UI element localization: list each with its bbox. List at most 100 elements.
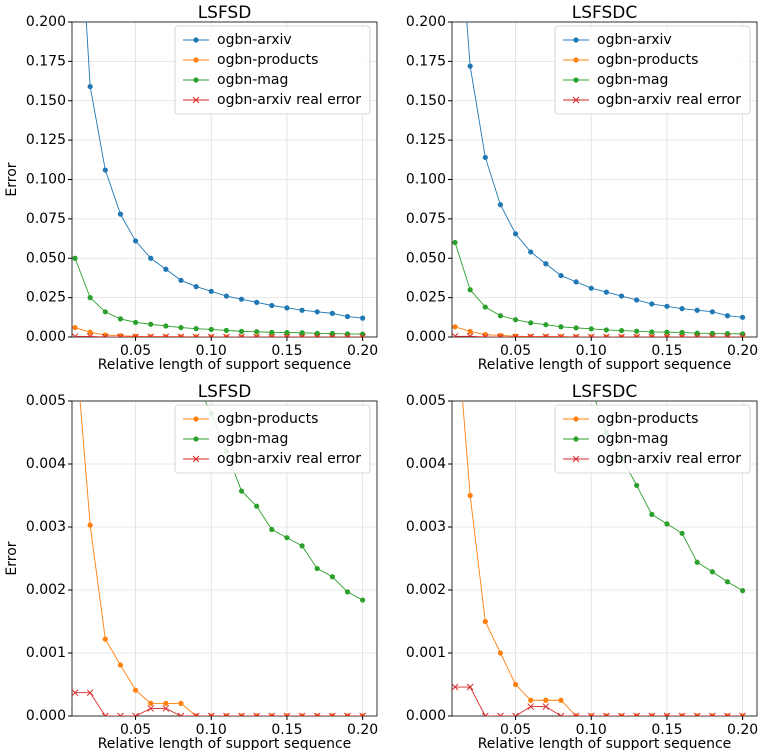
- marker: [558, 697, 564, 703]
- marker: [648, 712, 656, 716]
- y-tick-label: 0.000: [406, 329, 446, 345]
- legend-marker: [573, 436, 579, 442]
- y-tick-label: 0.125: [406, 132, 446, 148]
- legend-label: ogbn-products: [217, 411, 318, 427]
- marker: [649, 511, 655, 517]
- legend-marker: [573, 57, 579, 63]
- marker: [694, 330, 700, 336]
- marker: [482, 618, 488, 625]
- marker: [466, 683, 474, 691]
- marker: [268, 333, 276, 337]
- marker: [709, 309, 715, 315]
- marker: [360, 597, 366, 603]
- legend-marker: [192, 455, 200, 463]
- marker: [238, 712, 245, 716]
- marker: [344, 589, 351, 595]
- marker: [238, 333, 245, 337]
- marker: [467, 328, 473, 335]
- marker: [664, 521, 670, 527]
- marker: [192, 712, 200, 716]
- marker: [649, 301, 655, 307]
- marker: [269, 329, 275, 335]
- x-tick-label: 0.05: [500, 722, 531, 738]
- marker: [572, 712, 580, 716]
- y-tick-label: 0.175: [406, 53, 446, 69]
- y-tick-label: 0.175: [26, 53, 66, 69]
- marker: [268, 712, 276, 716]
- marker: [208, 326, 214, 333]
- legend-label: ogbn-mag: [597, 72, 668, 88]
- y-tick-label: 0.003: [26, 519, 66, 535]
- marker: [663, 333, 671, 337]
- marker: [528, 334, 534, 337]
- marker: [573, 325, 579, 331]
- marker: [162, 333, 170, 337]
- marker: [633, 333, 641, 337]
- marker: [740, 314, 746, 320]
- marker: [344, 712, 351, 716]
- legend-label: ogbn-mag: [597, 431, 668, 447]
- series-line: [462, 401, 743, 716]
- marker: [162, 705, 170, 712]
- marker: [87, 522, 93, 528]
- chart-title: LSFSDC: [572, 382, 638, 402]
- x-tick-label: 0.15: [651, 722, 682, 738]
- x-axis-label: Relative length of support sequence: [478, 357, 732, 373]
- y-tick-label: 0.001: [406, 645, 446, 661]
- marker: [693, 712, 701, 716]
- marker: [329, 330, 335, 337]
- y-tick-label: 0.150: [26, 93, 66, 109]
- marker: [269, 302, 275, 309]
- marker: [148, 321, 154, 327]
- y-tick-label: 0.005: [406, 393, 446, 409]
- marker: [193, 326, 199, 332]
- marker: [618, 712, 625, 716]
- marker: [328, 712, 336, 716]
- marker: [253, 333, 261, 337]
- marker: [497, 712, 504, 716]
- legend-box: [174, 25, 371, 115]
- marker: [724, 331, 731, 337]
- marker: [132, 238, 139, 244]
- legend-label: ogbn-arxiv real error: [217, 451, 361, 467]
- marker: [147, 705, 155, 712]
- y-tick-label: 0.000: [26, 329, 66, 345]
- marker: [117, 662, 124, 668]
- marker: [72, 324, 78, 331]
- marker: [329, 574, 335, 580]
- marker: [193, 284, 199, 290]
- marker: [178, 277, 184, 283]
- marker: [102, 167, 108, 173]
- legend-label: ogbn-products: [597, 52, 698, 68]
- marker: [163, 700, 169, 707]
- legend-box: [174, 404, 371, 474]
- marker: [452, 304, 457, 309]
- y-tick-label: 0.025: [26, 290, 66, 306]
- x-tick-label: 0.15: [271, 722, 302, 738]
- marker: [452, 324, 458, 330]
- marker: [314, 565, 320, 572]
- marker: [603, 327, 609, 333]
- marker: [724, 712, 731, 716]
- marker: [72, 333, 79, 337]
- marker: [633, 712, 641, 716]
- y-tick-label: 0.200: [26, 14, 66, 30]
- y-tick-label: 0.050: [406, 250, 446, 266]
- x-tick-label: 0.15: [651, 343, 682, 359]
- legend-marker: [572, 96, 580, 104]
- marker: [452, 332, 459, 337]
- marker: [101, 333, 109, 337]
- legend-box: [554, 404, 751, 474]
- y-tick-label: 0.075: [26, 211, 66, 227]
- marker: [679, 530, 685, 536]
- y-tick-label: 0.000: [26, 708, 66, 724]
- series-line: [455, 686, 743, 716]
- marker: [527, 333, 535, 337]
- y-tick-label: 0.075: [406, 211, 446, 227]
- marker: [543, 222, 548, 227]
- marker: [542, 703, 550, 710]
- marker: [528, 697, 534, 703]
- marker: [512, 333, 519, 337]
- marker: [360, 331, 366, 337]
